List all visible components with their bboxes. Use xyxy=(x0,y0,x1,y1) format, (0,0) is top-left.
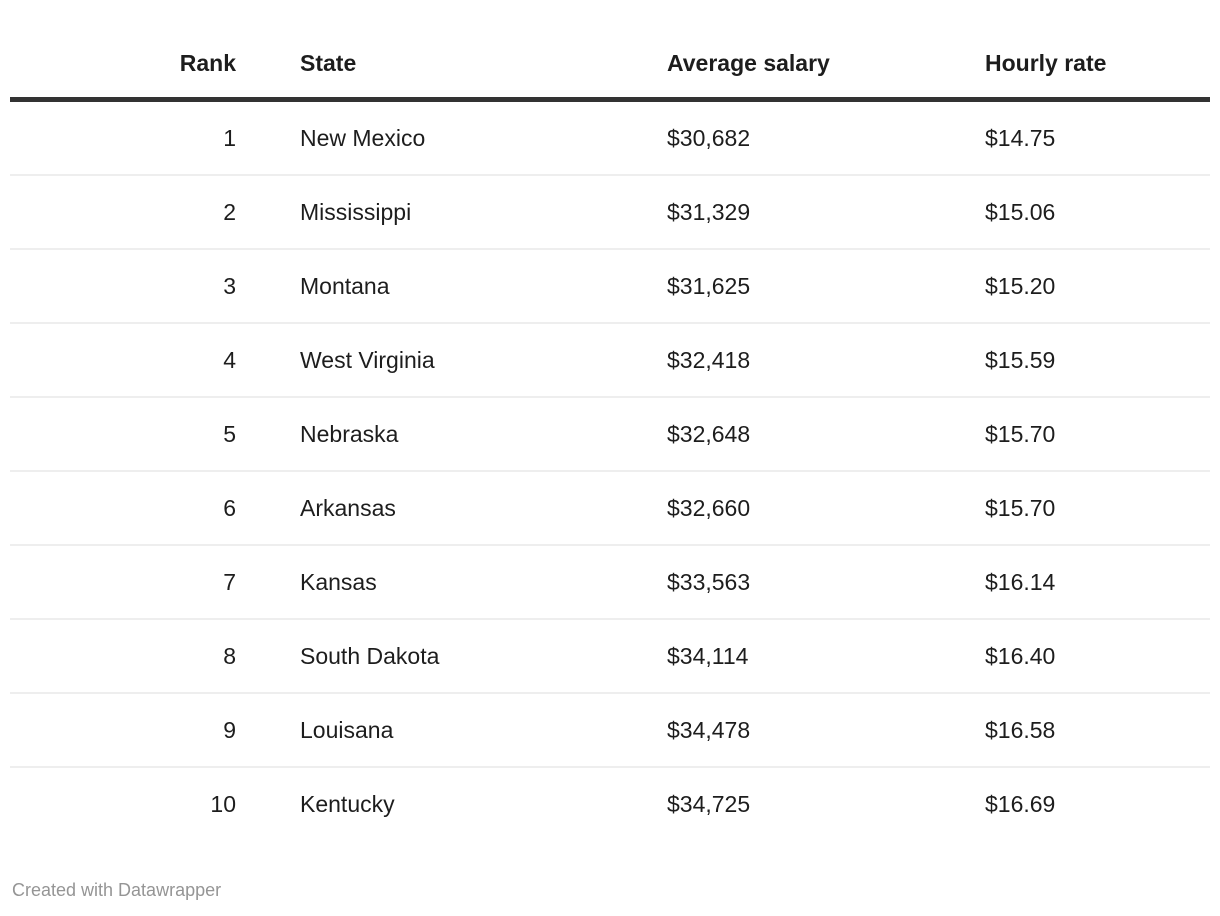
cell-rank: 7 xyxy=(10,545,250,620)
cell-state: Kansas xyxy=(250,545,617,620)
col-header-hourly-rate: Hourly rate xyxy=(935,30,1210,102)
table-row: 9 Louisana $34,478 $16.58 xyxy=(10,693,1210,768)
table-row: 7 Kansas $33,563 $16.14 xyxy=(10,545,1210,620)
attribution: Created with Datawrapper xyxy=(12,878,1220,902)
cell-hourly: $16.58 xyxy=(935,693,1210,768)
table-row: 3 Montana $31,625 $15.20 xyxy=(10,249,1210,324)
cell-rank: 1 xyxy=(10,99,250,176)
col-header-average-salary: Average salary xyxy=(617,30,935,102)
header-row: Rank State Average salary Hourly rate xyxy=(10,30,1210,102)
col-header-state: State xyxy=(250,30,617,102)
cell-salary: $31,329 xyxy=(617,175,935,250)
cell-salary: $32,648 xyxy=(617,397,935,472)
cell-rank: 8 xyxy=(10,619,250,694)
cell-state: Louisana xyxy=(250,693,617,768)
table-row: 1 New Mexico $30,682 $14.75 xyxy=(10,99,1210,176)
cell-state: New Mexico xyxy=(250,99,617,176)
cell-salary: $34,478 xyxy=(617,693,935,768)
cell-hourly: $15.70 xyxy=(935,471,1210,546)
cell-state: Arkansas xyxy=(250,471,617,546)
cell-rank: 5 xyxy=(10,397,250,472)
cell-rank: 4 xyxy=(10,323,250,398)
cell-hourly: $16.69 xyxy=(985,790,1056,817)
cell-state: South Dakota xyxy=(250,619,617,694)
datawrapper-attribution-link[interactable]: Created with Datawrapper xyxy=(12,880,222,900)
cell-salary: $32,418 xyxy=(617,323,935,398)
table-row: 4 West Virginia $32,418 $15.59 xyxy=(10,323,1210,398)
table-row: 6 Arkansas $32,660 $15.70 xyxy=(10,471,1210,546)
cell-salary: $30,682 xyxy=(617,99,935,176)
table-body: 1 New Mexico $30,682 $14.75 2 Mississipp… xyxy=(10,99,1210,841)
cell-hourly: $15.20 xyxy=(935,249,1210,324)
cell-rank: 2 xyxy=(10,175,250,250)
cell-state: Nebraska xyxy=(250,397,617,472)
cell-hourly: $14.75 xyxy=(935,99,1210,176)
salary-table: Rank State Average salary Hourly rate 1 … xyxy=(10,30,1210,840)
col-header-rank: Rank xyxy=(10,30,250,102)
cell-salary: $34,114 xyxy=(617,619,935,694)
table-row: 5 Nebraska $32,648 $15.70 xyxy=(10,397,1210,472)
cell-rank: 9 xyxy=(10,693,250,768)
cell-hourly: $15.70 xyxy=(935,397,1210,472)
cell-rank: 6 xyxy=(10,471,250,546)
cell-salary: $31,625 xyxy=(617,249,935,324)
cell-state: Mississippi xyxy=(250,175,617,250)
table-header: Rank State Average salary Hourly rate xyxy=(10,30,1210,102)
cell-rank: 3 xyxy=(10,249,250,324)
cell-state: Kentucky xyxy=(300,790,395,817)
cell-hourly: $16.40 xyxy=(935,619,1210,694)
cell-salary: $33,563 xyxy=(617,545,935,620)
cell-hourly: $15.59 xyxy=(935,323,1210,398)
table-row: 2 Mississippi $31,329 $15.06 xyxy=(10,175,1210,250)
cell-rank: 10 xyxy=(210,790,236,817)
cell-hourly: $16.14 xyxy=(935,545,1210,620)
cell-salary: $32,660 xyxy=(617,471,935,546)
cell-hourly: $15.06 xyxy=(935,175,1210,250)
cell-state: Montana xyxy=(250,249,617,324)
table-row: 8 South Dakota $34,114 $16.40 xyxy=(10,619,1210,694)
cell-state: West Virginia xyxy=(250,323,617,398)
table-row: 10 Kentucky $34,725 $16.69 xyxy=(10,767,1210,840)
cell-salary: $34,725 xyxy=(667,790,751,817)
